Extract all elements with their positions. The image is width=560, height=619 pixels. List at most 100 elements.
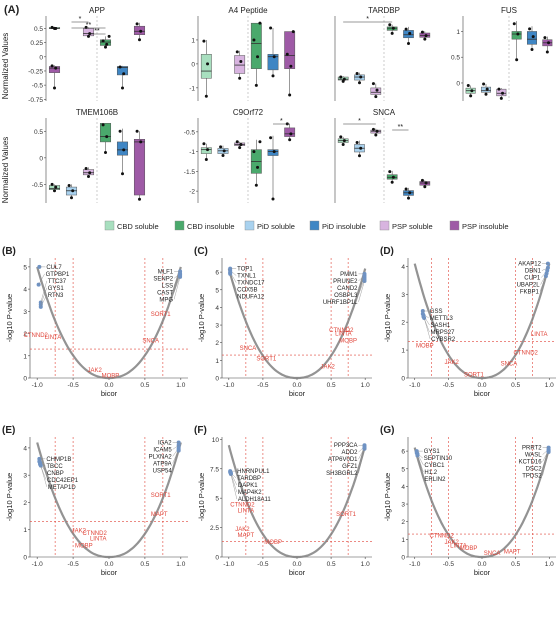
box-pid-soluble — [354, 72, 365, 85]
legend-label: PSP soluble — [392, 222, 433, 231]
box-panel-title: A4 Peptide — [228, 6, 268, 15]
gene-label: MLF1 — [158, 269, 174, 275]
data-point — [543, 36, 547, 40]
gene-leader — [230, 473, 238, 493]
gene-label: UHRF1BP1L — [323, 300, 358, 306]
data-point — [53, 189, 56, 193]
box-psp-insoluble — [133, 22, 146, 42]
panel-letter: (F) — [194, 425, 207, 436]
data-point — [252, 150, 256, 154]
y-tick-label: 0 — [215, 376, 219, 383]
box-pid-insoluble — [267, 26, 279, 78]
y-tick-label: -1 — [189, 85, 195, 92]
x-tick-label: 0.0 — [104, 382, 113, 389]
gene-label: TXNL1 — [237, 274, 256, 280]
gene-label: TARDBP — [237, 476, 261, 482]
gene-label: GYS1 — [48, 286, 65, 292]
y-tick-label: 0.5 — [34, 26, 43, 33]
box-panel-title: FUS — [501, 6, 517, 15]
data-point — [104, 151, 107, 155]
data-point — [138, 197, 141, 201]
box-psp-soluble — [370, 82, 382, 99]
legend-label: PiD soluble — [257, 222, 295, 231]
x-tick-label: -0.5 — [67, 561, 79, 568]
box-cbd-insoluble — [386, 23, 398, 35]
marker-label: SNCA — [240, 346, 257, 352]
gene-label: ADD2 — [341, 450, 358, 456]
gene-label: SASH1 — [430, 323, 450, 329]
data-point — [107, 34, 111, 38]
y-tick-label: 3 — [23, 309, 27, 316]
box-rect — [370, 87, 382, 95]
y-tick-label: 5 — [215, 287, 219, 294]
gene-label: ATP6V0D1 — [328, 457, 358, 463]
marker-label: JAK2 — [87, 368, 102, 374]
y-tick-label: 2 — [23, 331, 27, 338]
box-pid-soluble — [217, 145, 229, 158]
gene-label: PLXNA2 — [149, 454, 173, 460]
gene-label: CUL7 — [46, 265, 62, 271]
data-point — [202, 39, 206, 43]
volcano-panels: (B) 0 1 2 3 4 5 -1.0 -0.5 0.0 0.5 1.0 bicor -log10 P-… — [2, 246, 556, 577]
panel-letter: (D) — [380, 246, 394, 257]
data-point — [358, 154, 361, 158]
data-point — [235, 50, 239, 54]
data-point — [390, 180, 394, 184]
data-point — [484, 92, 488, 96]
gene-label: CNBP — [47, 471, 64, 477]
box-cbd-insoluble — [250, 139, 262, 187]
data-point — [545, 50, 549, 54]
box-cbd-insoluble — [99, 34, 112, 49]
marker-label: SNCA — [484, 551, 501, 557]
data-point — [204, 94, 208, 98]
data-point — [423, 37, 427, 41]
legend-swatch — [449, 220, 460, 231]
gene-leader — [423, 317, 431, 340]
data-point — [54, 185, 58, 189]
legend-label: CBD insoluble — [187, 222, 235, 231]
y-tick-label: 2.5 — [210, 525, 219, 532]
box-psp-soluble — [370, 127, 382, 137]
volcano-panel-c: (C) 0 1 2 3 4 5 6 -1.0 -0.5 0.0 0.5 1.0 bicor -log10 P… — [194, 246, 372, 398]
gene-leader — [40, 280, 47, 303]
significance-label: ** — [86, 22, 92, 29]
data-point — [359, 146, 363, 150]
gene-label: PPP3CA — [334, 443, 358, 449]
x-tick-label: -0.5 — [257, 561, 269, 568]
gene-leader — [229, 273, 237, 297]
data-point — [258, 140, 262, 144]
legend-swatch — [309, 220, 320, 231]
legend-swatch — [104, 220, 115, 231]
y-tick-label: 1 — [23, 353, 27, 360]
legend-item: CBD insoluble — [174, 220, 235, 231]
y-tick-label: 7.5 — [210, 466, 219, 473]
gene-label: TTC37 — [48, 279, 67, 285]
x-tick-label: 1.0 — [545, 561, 554, 568]
marker-label: MOBP — [416, 343, 434, 349]
box-rect — [284, 31, 296, 69]
legend-item: PSP soluble — [379, 220, 433, 231]
box-rect — [526, 31, 538, 45]
data-point — [339, 75, 343, 79]
box-cbd-soluble — [48, 182, 61, 193]
y-axis-label: -log10 P-value — [197, 294, 206, 342]
gene-label: WASL — [525, 453, 542, 459]
data-point — [288, 93, 292, 97]
box-cbd-soluble — [48, 25, 61, 30]
y-tick-label: 0 — [23, 555, 27, 562]
data-point — [88, 32, 92, 36]
y-tick-label: 1 — [456, 29, 460, 36]
marker-label: SNCA — [142, 338, 159, 344]
marker-label: MOBP — [460, 546, 478, 552]
gene-label: MRPS27 — [430, 330, 455, 336]
y-tick-label: 3 — [215, 323, 219, 330]
gene-label: FKBP1 — [520, 290, 540, 296]
x-axis-label: bicor — [101, 568, 118, 577]
data-point — [256, 55, 260, 59]
y-tick-label: -0.25 — [28, 68, 43, 75]
legend-label: PiD insoluble — [322, 222, 366, 231]
y-tick-label: -0.75 — [28, 97, 43, 104]
data-point — [342, 139, 346, 143]
data-point — [530, 47, 534, 51]
